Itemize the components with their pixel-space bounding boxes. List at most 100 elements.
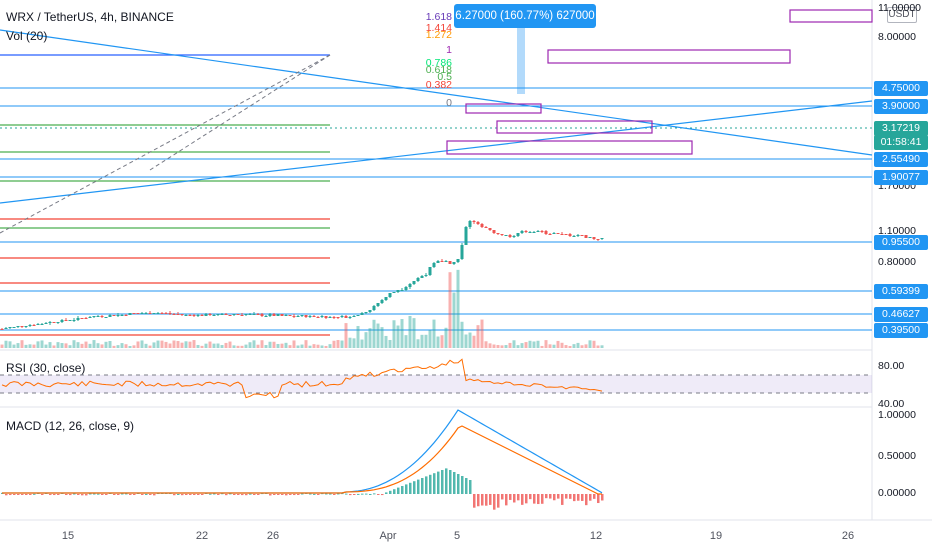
volume-bar [32, 344, 36, 348]
rsi-tick-label: 40.00 [878, 398, 905, 410]
volume-bar [36, 341, 40, 348]
volume-bar [596, 345, 600, 348]
volume-bar [84, 341, 88, 348]
volume-bar [56, 342, 60, 348]
volume-bar [72, 340, 76, 348]
macd-histogram-bar [293, 494, 296, 496]
volume-bar [232, 345, 236, 348]
macd-histogram-bar [445, 468, 448, 494]
volume-bar [500, 345, 504, 348]
candle-body [76, 318, 80, 320]
volume-bar [128, 345, 132, 348]
candle-body [92, 316, 96, 317]
macd-histogram-bar [273, 494, 276, 495]
volume-bar [144, 343, 148, 348]
macd-histogram-bar [9, 494, 12, 496]
candle-body [84, 318, 88, 319]
macd-histogram-bar [469, 480, 472, 494]
macd-histogram-bar [385, 492, 388, 494]
candle-body [400, 290, 404, 291]
price-tick-label: 1.10000 [878, 225, 916, 237]
volume-bar [148, 345, 152, 348]
macd-histogram-bar [553, 494, 556, 501]
macd-histogram-bar [405, 484, 408, 494]
candle-body [292, 316, 296, 317]
fib-level-label: 0.786 [426, 57, 452, 69]
volume-bar [280, 343, 284, 348]
volume-bar [272, 341, 276, 348]
drawn-rectangle [465, 103, 542, 114]
volume-bar [536, 340, 540, 348]
volume-bar [408, 315, 412, 348]
candle-body [396, 290, 400, 292]
macd-histogram-bar [501, 494, 504, 500]
macd-histogram-bar [381, 494, 384, 496]
volume-bar [468, 332, 472, 348]
candle-body [316, 317, 320, 318]
volume-bar [116, 345, 120, 348]
volume-bar [364, 332, 368, 348]
candle-body [96, 316, 100, 317]
volume-bar [268, 341, 272, 348]
candle-body [108, 315, 112, 317]
macd-histogram-bar [505, 494, 508, 506]
candle-body [524, 231, 528, 232]
volume-bar [292, 340, 296, 348]
macd-histogram-bar [117, 494, 120, 496]
macd-histogram-bar [337, 493, 340, 495]
candle-body [596, 239, 600, 240]
candle-body [264, 316, 268, 317]
volume-bar [312, 344, 316, 348]
volume-bar [492, 344, 496, 348]
macd-histogram-bar [25, 494, 28, 495]
candle-body [284, 315, 288, 316]
macd-histogram-bar [121, 493, 124, 495]
candle-body [432, 263, 436, 267]
volume-bar [460, 321, 464, 348]
macd-histogram-bar [53, 494, 56, 496]
candle-body [44, 323, 48, 324]
volume-bar [548, 344, 552, 348]
rsi-line [1, 358, 603, 399]
candle-body [576, 235, 580, 236]
volume-bar [540, 345, 544, 348]
dashed-trend-line [149, 54, 331, 171]
candle-body [156, 313, 160, 314]
candle-body [4, 328, 8, 329]
macd-histogram-bar [393, 489, 396, 494]
volume-bar [308, 345, 312, 348]
volume-bar [372, 319, 376, 348]
macd-histogram-bar [69, 494, 72, 496]
price-tick-label: 0.80000 [878, 256, 916, 268]
macd-histogram-bar [113, 494, 116, 495]
currency-unit-button[interactable]: USDT [887, 7, 917, 23]
candle-body [208, 314, 212, 315]
volume-bar [4, 340, 8, 348]
candle-body [88, 317, 92, 318]
volume-bar [480, 319, 484, 348]
macd-histogram-bar [173, 494, 176, 496]
time-tick-label: 19 [709, 530, 723, 542]
volume-bar [576, 342, 580, 348]
volume-bar [436, 336, 440, 348]
candle-body [572, 236, 576, 237]
candle-body [184, 315, 188, 316]
candle-body [212, 315, 216, 316]
candle-body [232, 314, 236, 315]
volume-bar [320, 345, 324, 348]
candle-body [552, 233, 556, 234]
macd-histogram-bar [57, 494, 60, 495]
macd-histogram-bar [93, 493, 96, 495]
macd-histogram-bar [313, 493, 316, 495]
candle-body [520, 231, 524, 233]
candle-body [28, 325, 32, 326]
macd-histogram-bar [389, 490, 392, 494]
macd-histogram-bar [189, 494, 192, 495]
price-badge: 0.39500 [874, 323, 928, 338]
candle-body [20, 326, 24, 327]
candle-body [32, 325, 36, 326]
macd-histogram-bar [129, 494, 132, 495]
macd-histogram-bar [377, 494, 380, 495]
